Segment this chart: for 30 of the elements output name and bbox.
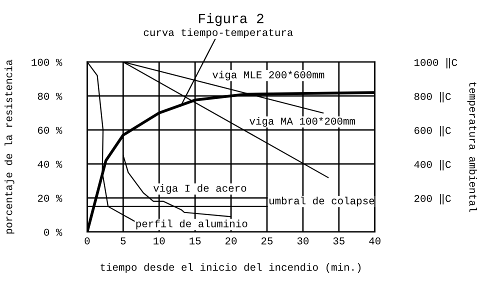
y-tick-label: 40 % (38, 160, 62, 168)
x-tick-label: 25 (261, 237, 273, 244)
y-tick-label: 20 % (38, 194, 62, 202)
annotation: perfil de aluminio (136, 220, 248, 230)
y-axis-title: porcentaje de la resistencia (4, 60, 14, 234)
x-tick-label: 5 (120, 237, 126, 244)
x-tick-label: 35 (333, 237, 344, 244)
annotation: viga MLE 200*600mm (212, 70, 324, 80)
y2-tick-label: 400 ‖C (414, 160, 451, 170)
annotation: viga MA 100*200mm (250, 117, 355, 127)
x-axis-title: tiempo desde el inicio del incendio (min.) (100, 263, 361, 273)
y2-tick-label: 200 ‖C (414, 194, 451, 204)
annotation: viga I de acero (153, 184, 246, 194)
x-tick-label: 40 (369, 237, 380, 244)
x-tick-label: 30 (297, 237, 309, 244)
annotation: curva tiempo-temperatura (144, 28, 293, 38)
x-tick-label: 10 (154, 237, 165, 244)
y-tick-label: 80 % (38, 92, 62, 100)
x-tick-label: 20 (226, 237, 237, 244)
y2-tick-label: 600 ‖C (414, 126, 451, 136)
x-tick-label: 0 (84, 237, 90, 244)
y2-axis-title: temperatura ambiental (467, 82, 477, 212)
y2-tick-label: 800 ‖C (414, 92, 451, 102)
y-tick-label: 0 % (44, 228, 62, 236)
y-tick-label: 100 % (32, 58, 62, 66)
y2-tick-label: 1000 ‖C (414, 58, 458, 68)
y-tick-label: 60 % (38, 126, 62, 134)
chart-title: Figura 2 (199, 13, 264, 26)
x-tick-label: 15 (190, 237, 201, 244)
ref-line-label: umbral de colapse (270, 196, 374, 206)
